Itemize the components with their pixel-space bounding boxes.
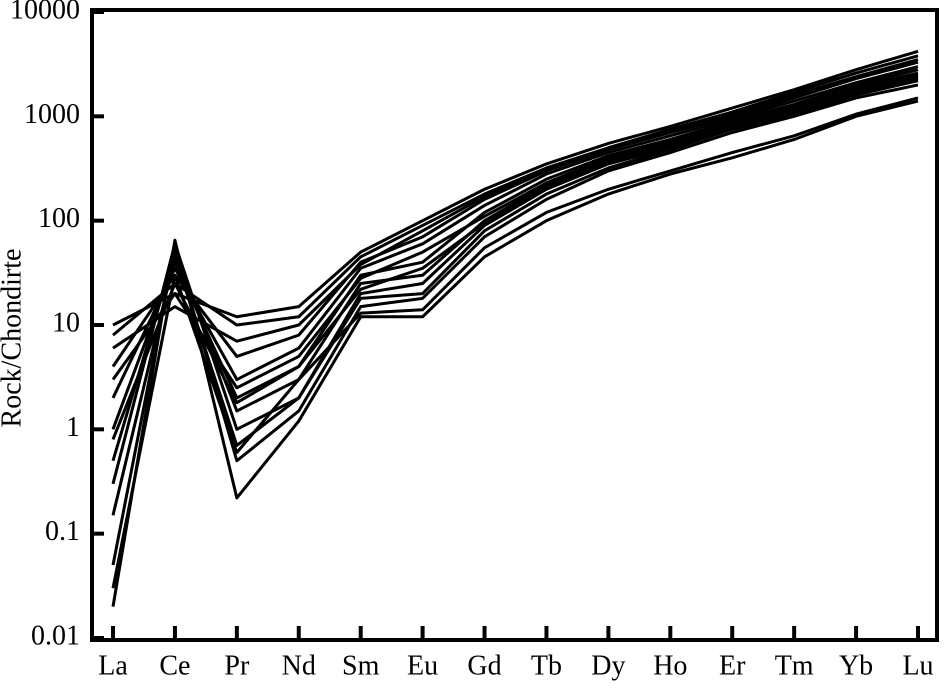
series-line [111, 73, 919, 462]
series-line [111, 79, 919, 516]
series-line [111, 60, 919, 368]
x-tick-label: Tm [775, 650, 814, 681]
y-tick-label: 1 [66, 412, 80, 443]
x-tick-label: Tb [531, 650, 562, 681]
series-line [111, 68, 919, 430]
y-tick-label: 100 [38, 203, 80, 234]
x-tick-label: Yb [839, 650, 873, 681]
series-line [111, 65, 919, 399]
series-line [111, 83, 919, 566]
x-tick-label: Sm [342, 650, 380, 681]
series-line [112, 58, 919, 350]
x-tick-label: Lu [902, 650, 933, 681]
y-tick-label: 1000 [24, 99, 80, 130]
x-tick-label: Nd [282, 650, 316, 681]
y-tick-label: 0.01 [31, 620, 80, 651]
x-tick-label: Er [719, 650, 746, 681]
x-tick-label: Pr [224, 650, 250, 681]
y-tick-label: 10 [52, 307, 80, 338]
series-line [111, 71, 919, 390]
y-axis-label: Rock/Chondirte [0, 249, 27, 428]
x-tick-label: La [98, 650, 128, 681]
series-line [111, 99, 919, 607]
series-line [111, 75, 919, 440]
y-tick-label: 10000 [10, 0, 80, 25]
x-tick-label: Eu [407, 650, 438, 681]
series-line [112, 49, 919, 327]
series-line [111, 77, 919, 485]
x-tick-label: Ce [159, 650, 190, 681]
series-line [112, 54, 919, 337]
x-tick-label: Ho [653, 650, 687, 681]
y-tick-label: 0.1 [45, 516, 80, 547]
x-tick-label: Gd [467, 650, 501, 681]
x-tick-label: Dy [591, 650, 625, 681]
series-line [111, 96, 919, 589]
